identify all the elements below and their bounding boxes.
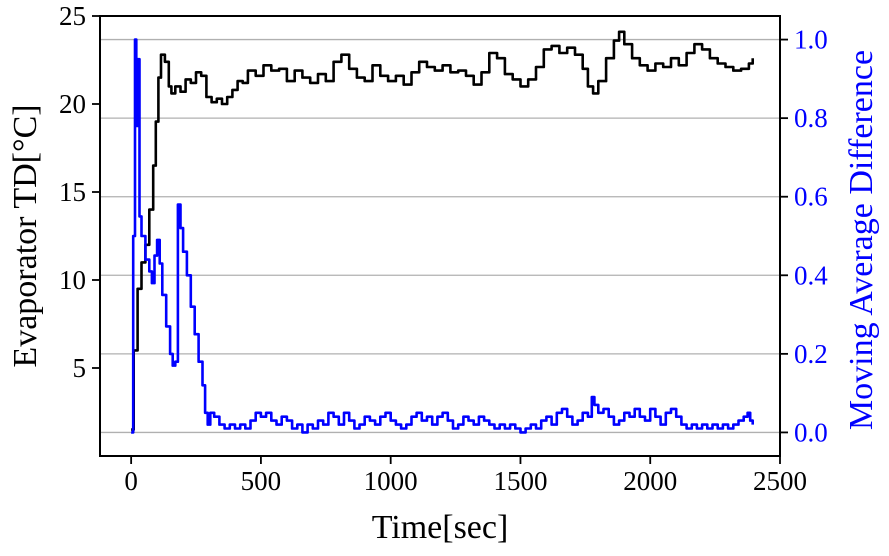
plot-frame xyxy=(99,15,781,457)
y-right-tick-label: 1.0 xyxy=(794,25,828,55)
y-axis-right-label: Moving Average Difference xyxy=(843,50,880,430)
series-line-evaporator-td xyxy=(131,30,754,431)
y-right-tick-label: 0.4 xyxy=(794,260,828,290)
x-tick-label: 2000 xyxy=(623,466,677,496)
x-tick-label: 500 xyxy=(241,466,282,496)
y-right-tick-label: 0.6 xyxy=(794,182,828,212)
y-right-tick-label: 0.8 xyxy=(794,103,828,133)
y-left-tick-label: 10 xyxy=(59,265,86,295)
y-axis-left-label: Evaporator TD[°C] xyxy=(7,104,44,367)
x-tick-label: 1000 xyxy=(364,466,418,496)
y-left-tick-label: 25 xyxy=(59,1,86,31)
ticks: 0 500 1000 1500 2000 2500 5 10 15 20 25 0.0 0.2 0.4 0.… xyxy=(59,1,828,496)
series-layer xyxy=(131,30,754,434)
y-right-tick-label: 0.0 xyxy=(794,417,828,447)
y-right-tick-label: 0.2 xyxy=(794,339,828,369)
x-tick-label: 1500 xyxy=(493,466,547,496)
y-left-tick-label: 15 xyxy=(59,177,86,207)
series-line-moving-average-difference xyxy=(131,38,754,434)
y-left-tick-label: 5 xyxy=(73,353,87,383)
y-left-tick-label: 20 xyxy=(59,89,86,119)
grid xyxy=(100,38,780,434)
x-tick-label: 2500 xyxy=(753,466,807,496)
x-axis-label: Time[sec] xyxy=(372,509,509,546)
x-tick-label: 0 xyxy=(124,466,138,496)
